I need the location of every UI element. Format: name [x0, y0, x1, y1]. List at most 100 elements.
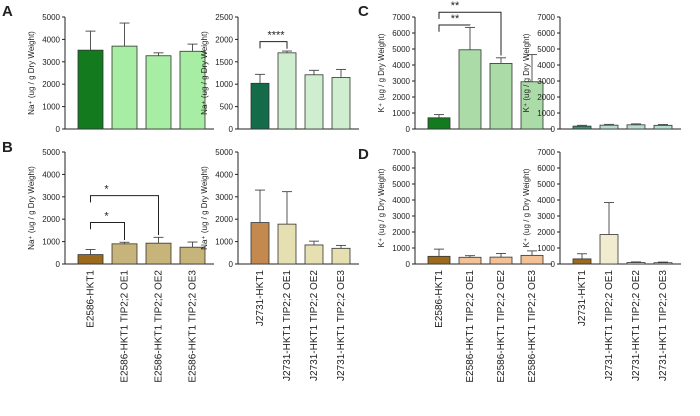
bar-2: [277, 223, 297, 265]
y-tick-label: 2000: [537, 228, 555, 237]
y-tick-label: 5000: [42, 13, 60, 22]
x-tick-label: J2731-HKT1 TIP2;2 OE1: [282, 270, 293, 381]
y-axis-label: Na⁺ (ug / g Dry Weight): [27, 166, 36, 250]
bar-3: [489, 63, 513, 130]
significance-label: **: [451, 0, 460, 12]
y-tick-label: 3000: [537, 77, 555, 86]
y-tick-label: 2500: [215, 13, 233, 22]
bar-3: [626, 124, 646, 130]
significance-bracket: [259, 41, 288, 49]
y-tick-label: 0: [406, 260, 411, 269]
y-tick-label: 4000: [537, 61, 555, 70]
y-tick-label: 2000: [215, 215, 233, 224]
y-tick-label: 6000: [392, 29, 410, 38]
x-tick-label: E2586-HKT1 TIP2;2 OE1: [120, 270, 131, 383]
y-tick-label: 4000: [392, 196, 410, 205]
y-tick-label: 1000: [537, 244, 555, 253]
y-axis-label: K⁺ (ug / g Dry Weight): [377, 168, 386, 247]
y-tick-label: 0: [229, 125, 234, 134]
panel-letter-d: D: [358, 146, 369, 163]
y-axis-label: Na⁺ (ug / g Dry Weight): [200, 31, 209, 115]
bar-4: [653, 124, 673, 130]
x-tick-label: E2586-HKT1 TIP2;2 OE1: [465, 270, 476, 383]
y-tick-label: 1000: [42, 103, 60, 112]
y-tick-label: 0: [551, 260, 556, 269]
y-tick-label: 4000: [537, 196, 555, 205]
y-tick-label: 500: [220, 103, 234, 112]
y-tick-label: 5000: [215, 148, 233, 157]
bar-3: [304, 74, 324, 130]
bar-3: [489, 256, 513, 265]
x-tick-label: J2731-HKT1: [255, 270, 266, 327]
y-tick-label: 3000: [392, 77, 410, 86]
y-tick-label: 0: [406, 125, 411, 134]
bar-2: [458, 256, 482, 265]
bar-2: [599, 124, 619, 130]
y-tick-label: 0: [56, 125, 61, 134]
chart-a-right: 0 500 1000 1500 2000 2500 Na⁺ (ug / g Dry Weig…: [200, 13, 359, 134]
y-tick-label: 7000: [537, 148, 555, 157]
significance-label: ****: [267, 30, 285, 42]
y-tick-label: 2000: [42, 80, 60, 89]
significance-label: *: [104, 184, 109, 196]
y-tick-label: 0: [551, 125, 556, 134]
y-tick-label: 3000: [42, 58, 60, 67]
y-tick-label: 1000: [215, 80, 233, 89]
y-tick-label: 4000: [42, 170, 60, 179]
bar-3: [145, 55, 172, 130]
bar-1: [250, 82, 270, 130]
bar-3: [145, 242, 172, 265]
x-tick-label: J2731-HKT1 TIP2;2 OE2: [309, 270, 320, 381]
significance-bracket: [90, 222, 125, 241]
y-axis-label: K⁺ (ug / g Dry Weight): [522, 168, 531, 247]
bar-4: [520, 254, 544, 265]
x-tick-label: J2731-HKT1 TIP2;2 OE2: [631, 270, 642, 381]
y-tick-label: 6000: [392, 164, 410, 173]
chart-b-left: 0 1000 2000 3000 4000 5000 Na⁺ (ug / g Dry Wei…: [27, 148, 214, 383]
bar-3: [626, 262, 646, 265]
y-tick-label: 5000: [392, 180, 410, 189]
y-tick-label: 5000: [392, 45, 410, 54]
y-tick-label: 7000: [537, 13, 555, 22]
panel-letter-a: A: [2, 3, 13, 20]
bar-2: [111, 243, 138, 265]
y-tick-label: 6000: [537, 29, 555, 38]
y-tick-label: 1000: [42, 238, 60, 247]
y-tick-label: 2000: [215, 35, 233, 44]
y-tick-label: 3000: [42, 193, 60, 202]
y-axis-label: K⁺ (ug / g Dry Weight): [377, 33, 386, 112]
y-tick-label: 1000: [215, 238, 233, 247]
x-tick-label: E2586-HKT1 TIP2;2 OE2: [496, 270, 507, 383]
y-tick-label: 3000: [215, 193, 233, 202]
bar-3: [304, 244, 324, 265]
bar-4: [331, 77, 351, 130]
bar-2: [599, 234, 619, 265]
y-tick-label: 4000: [42, 35, 60, 44]
x-tick-label: E2586-HKT1 TIP2;2 OE3: [527, 270, 538, 383]
bar-1: [77, 49, 104, 130]
bar-2: [111, 45, 138, 130]
bar-1: [250, 222, 270, 265]
y-tick-label: 0: [56, 260, 61, 269]
chart-c-right: 0 1000 2000 3000 4000 5000 6000 7000 K⁺ (ug / g …: [522, 13, 681, 134]
x-tick-label: E2586-HKT1: [434, 270, 445, 328]
y-tick-label: 2000: [392, 228, 410, 237]
significance-label: *: [104, 211, 109, 223]
bar-4: [653, 262, 673, 265]
chart-d-right: 0 1000 2000 3000 4000 5000 6000 7000 K⁺ (ug / g …: [522, 148, 681, 381]
x-tick-label: J2731-HKT1: [577, 270, 588, 327]
y-tick-label: 5000: [537, 180, 555, 189]
significance-label: **: [451, 13, 460, 25]
y-tick-label: 7000: [392, 148, 410, 157]
chart-d-left: 0 1000 2000 3000 4000 5000 6000 7000 K⁺ (ug / g …: [377, 148, 552, 383]
bar-1: [427, 255, 451, 265]
significance-bracket: [438, 11, 502, 56]
y-tick-label: 1500: [215, 58, 233, 67]
x-tick-label: E2586-HKT1 TIP2;2 OE2: [154, 270, 165, 383]
bar-4: [179, 50, 206, 130]
chart-a-left: 0 1000 2000 3000 4000 5000 Na⁺ (ug / g Dry Wei…: [27, 13, 214, 134]
y-tick-label: 4000: [215, 170, 233, 179]
bar-1: [427, 117, 451, 130]
bar-4: [331, 247, 351, 265]
